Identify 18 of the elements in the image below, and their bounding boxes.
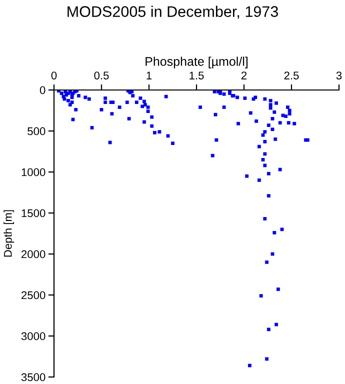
y-tick-label: 500 (28, 127, 46, 136)
x-axis-title: Phosphate [µmol/l] (146, 56, 248, 68)
y-tick-label: 3000 (21, 332, 46, 340)
chart-title: MODS2005 in December, 1973 (68, 6, 278, 19)
y-axis-title: Depth [m] (4, 210, 14, 257)
x-tick-label: 2.5 (284, 72, 299, 80)
y-tick-label: 0 (40, 86, 46, 94)
x-tick-label: 0 (51, 72, 57, 80)
y-tick-label: 3500 (21, 373, 46, 382)
y-tick-label: 1000 (22, 168, 46, 176)
x-tick-label: 1.5 (190, 72, 204, 80)
y-tick-label: 2000 (22, 250, 46, 258)
x-tick-label: 3 (336, 72, 342, 80)
y-tick-label: 1500 (22, 209, 46, 218)
y-tick-label: 2500 (22, 291, 46, 300)
x-tick-label: 1 (146, 72, 152, 80)
x-tick-label: 2 (241, 72, 247, 80)
x-tick-label: 0.5 (94, 72, 109, 80)
